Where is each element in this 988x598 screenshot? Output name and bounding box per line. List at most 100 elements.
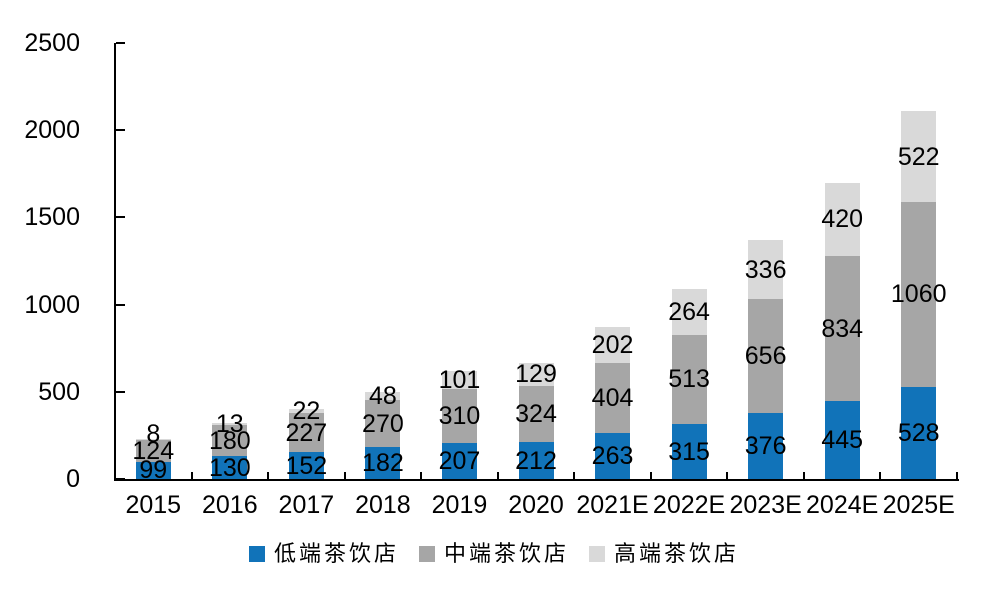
- bar-segment: [212, 424, 248, 457]
- bar-value-label: 212: [515, 446, 557, 475]
- bar-segment: [671, 424, 707, 479]
- bar-segment: [595, 327, 631, 363]
- legend: 低端茶饮店 中端茶饮店 高端茶饮店: [0, 541, 988, 567]
- bar-value-label: 180: [208, 426, 251, 455]
- legend-label: 中端茶饮店: [443, 541, 569, 566]
- bar-segment: [671, 334, 707, 425]
- x-axis-category-label: 2022E: [652, 491, 726, 519]
- bar-value-label: 376: [744, 432, 787, 461]
- x-axis-tick: [879, 472, 882, 479]
- bar-segment: [365, 391, 401, 401]
- bar-segment: [901, 386, 937, 479]
- legend-item: 中端茶饮店: [418, 541, 569, 567]
- bar-segment: [518, 385, 554, 443]
- bar-segment: [595, 433, 631, 479]
- bar-value-label: 263: [591, 442, 634, 471]
- bar-segment: [748, 240, 784, 299]
- y-axis-tick-label: 2000: [24, 116, 80, 145]
- x-axis-category-label: 2016: [202, 491, 258, 519]
- bar-value-label: 528: [897, 418, 940, 447]
- x-axis-tick: [343, 472, 346, 479]
- bar-value-label: 124: [132, 436, 175, 465]
- bar-segment: [901, 111, 937, 203]
- x-axis-category-label: 2023E: [729, 491, 802, 519]
- bar-segment: [365, 400, 401, 448]
- bar-segment: [518, 363, 554, 386]
- x-axis-tick: [573, 472, 576, 479]
- bar-value-label: 445: [821, 426, 864, 455]
- bar-value-label: 270: [362, 409, 404, 438]
- bar-segment: [441, 442, 477, 479]
- legend-label: 高端茶饮店: [614, 541, 740, 566]
- bar-segment: [518, 442, 554, 479]
- bar-segment: [135, 461, 171, 479]
- x-axis-category-label: 2020: [508, 491, 564, 519]
- x-axis-category-label: 2021E: [576, 491, 649, 519]
- x-axis-tick: [267, 472, 270, 479]
- bar-value-label: 513: [668, 365, 710, 394]
- legend-label: 低端茶饮店: [273, 541, 399, 566]
- bar-segment: [288, 452, 324, 479]
- bar-value-label: 13: [215, 409, 244, 438]
- bar-segment: [748, 299, 784, 414]
- y-axis-tick-label: 500: [38, 377, 80, 406]
- y-axis-tick: [116, 303, 125, 306]
- bar-segment: [135, 438, 171, 441]
- x-axis-category-label: 2019: [431, 491, 488, 519]
- x-axis-tick: [190, 472, 193, 479]
- bar-value-label: 22: [292, 396, 321, 425]
- y-axis-tick: [116, 216, 125, 219]
- x-axis-category-label: 2017: [278, 491, 335, 519]
- y-axis-tick-label: 1500: [24, 203, 80, 232]
- bar-segment: [901, 202, 937, 387]
- bar-segment: [441, 388, 477, 443]
- bar-value-label: 129: [515, 360, 557, 389]
- bar-value-label: 420: [821, 205, 864, 234]
- bar-value-label: 130: [208, 453, 251, 482]
- x-axis-category-label: 2015: [125, 491, 182, 519]
- bar-value-label: 315: [668, 437, 710, 466]
- bar-segment: [365, 447, 401, 479]
- x-axis-tick: [649, 472, 652, 479]
- bar-segment: [288, 412, 324, 453]
- bar-value-label: 336: [744, 255, 787, 284]
- bar-value-label: 834: [821, 314, 864, 343]
- bar-segment: [824, 182, 860, 256]
- legend-marker-icon: [418, 546, 435, 562]
- bar-value-label: 8: [146, 419, 161, 448]
- x-axis-category-label: 2024E: [806, 491, 879, 519]
- x-axis-category-label: 2025E: [882, 491, 955, 519]
- legend-item: 低端茶饮店: [248, 541, 399, 567]
- y-axis-tick: [116, 42, 125, 44]
- bar-value-label: 182: [362, 449, 404, 478]
- y-axis-tick: [116, 129, 125, 132]
- bar-segment: [288, 409, 324, 413]
- y-axis-tick-label: 1000: [24, 290, 80, 319]
- x-axis-tick: [956, 472, 958, 479]
- bar-value-label: 101: [438, 366, 481, 395]
- bar-value-label: 152: [285, 451, 328, 480]
- bar-value-label: 522: [897, 142, 940, 171]
- bar-value-label: 656: [744, 342, 787, 371]
- y-axis-line: [114, 43, 116, 481]
- y-axis-tick-label: 0: [66, 465, 80, 493]
- x-axis-tick: [802, 472, 805, 479]
- bar-value-label: 207: [438, 446, 481, 475]
- bar-value-label: 310: [438, 401, 481, 430]
- bar-value-label: 404: [591, 383, 634, 412]
- bar-value-label: 227: [285, 418, 328, 447]
- legend-marker-icon: [589, 546, 605, 562]
- bar-segment: [824, 401, 860, 479]
- x-axis-tick: [496, 472, 499, 479]
- x-axis-category-label: 2018: [355, 491, 411, 519]
- bar-segment: [441, 371, 477, 389]
- bar-value-label: 99: [139, 456, 168, 485]
- bar-segment: [824, 255, 860, 402]
- bar-segment: [748, 413, 784, 479]
- y-axis-tick-label: 2500: [24, 29, 80, 57]
- bar-segment: [595, 362, 631, 434]
- bar-value-label: 48: [369, 381, 397, 410]
- legend-item: 高端茶饮店: [589, 541, 739, 567]
- x-axis-line: [114, 479, 959, 481]
